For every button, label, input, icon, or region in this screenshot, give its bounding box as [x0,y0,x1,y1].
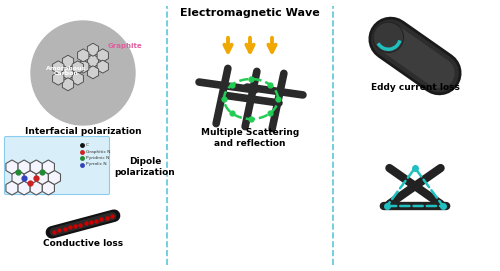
Polygon shape [36,170,48,185]
Polygon shape [18,160,30,174]
Polygon shape [52,61,64,74]
Polygon shape [78,60,89,73]
Polygon shape [24,170,36,185]
Polygon shape [6,160,18,174]
FancyArrowPatch shape [223,95,279,103]
Text: Graphite: Graphite [108,43,143,49]
FancyArrowPatch shape [247,87,303,95]
FancyArrowPatch shape [390,168,440,204]
FancyArrowPatch shape [272,73,284,129]
Text: Pyridinic N: Pyridinic N [86,156,109,160]
Circle shape [31,21,135,125]
FancyArrowPatch shape [390,168,440,204]
FancyArrowPatch shape [52,216,114,232]
FancyArrowPatch shape [390,39,440,73]
FancyArrowPatch shape [199,82,255,90]
Polygon shape [88,43,99,56]
Polygon shape [18,181,30,195]
Text: Pyrrolic N: Pyrrolic N [86,163,106,166]
FancyArrowPatch shape [54,216,112,232]
Polygon shape [12,170,24,185]
Polygon shape [97,60,108,73]
Polygon shape [6,181,18,195]
Circle shape [374,22,404,52]
Circle shape [374,23,402,51]
Polygon shape [88,66,99,79]
Text: Graphitic N: Graphitic N [86,150,110,153]
FancyArrowPatch shape [268,38,276,52]
Polygon shape [52,72,64,85]
Text: Eddy current loss: Eddy current loss [370,83,460,92]
Polygon shape [42,181,54,195]
Polygon shape [42,160,54,174]
Polygon shape [62,66,74,79]
Polygon shape [48,170,60,185]
FancyArrowPatch shape [246,38,254,52]
Polygon shape [97,49,108,62]
Polygon shape [72,61,84,74]
FancyArrowPatch shape [224,38,232,52]
Text: Amorphous
Carbon: Amorphous Carbon [46,66,86,76]
Polygon shape [72,72,84,85]
Polygon shape [62,78,74,91]
Polygon shape [62,55,74,68]
Polygon shape [30,160,42,174]
Polygon shape [30,181,42,195]
FancyArrowPatch shape [245,71,257,127]
FancyArrowPatch shape [390,39,440,73]
FancyBboxPatch shape [4,137,110,195]
Text: Conductive loss: Conductive loss [43,238,123,247]
Text: Interfacial polarization: Interfacial polarization [24,127,142,136]
Text: Electromagnetic Wave: Electromagnetic Wave [180,8,320,18]
Text: C: C [86,143,88,147]
Text: Dipole
polarization: Dipole polarization [114,157,176,177]
Polygon shape [78,49,89,62]
Text: Multiple Scattering
and reflection: Multiple Scattering and reflection [201,128,299,148]
FancyArrowPatch shape [390,39,440,73]
Polygon shape [88,54,99,67]
FancyArrowPatch shape [216,68,228,124]
